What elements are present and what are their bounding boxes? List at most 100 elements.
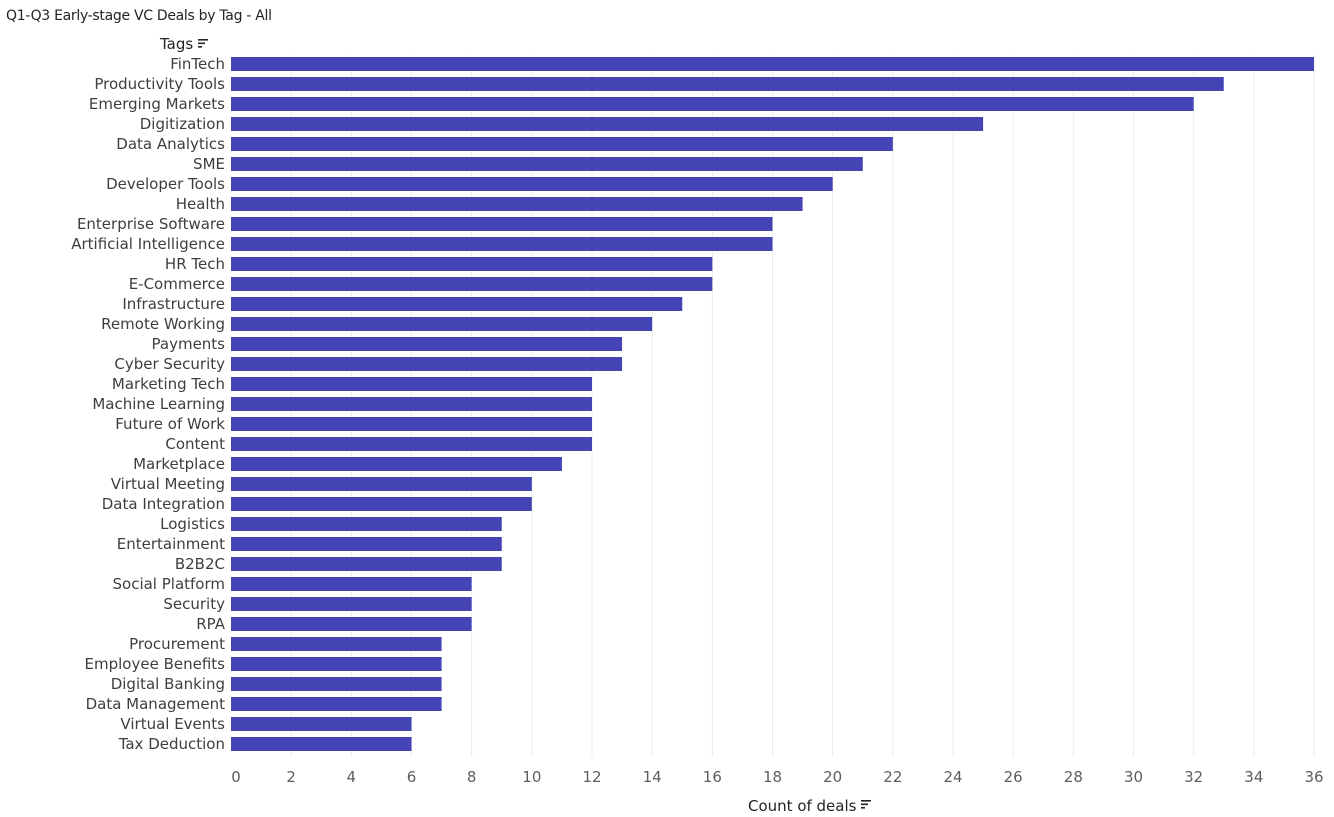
category-label: Emerging Markets bbox=[89, 95, 225, 113]
bar[interactable] bbox=[231, 177, 833, 191]
bar[interactable] bbox=[231, 657, 442, 671]
x-tick-label: 22 bbox=[883, 768, 902, 786]
x-tick-label: 32 bbox=[1184, 768, 1203, 786]
category-label: Logistics bbox=[160, 515, 225, 533]
x-tick-label: 28 bbox=[1064, 768, 1083, 786]
sort-lines-icon[interactable] bbox=[198, 39, 208, 48]
category-label: Digitization bbox=[140, 115, 225, 133]
bar[interactable] bbox=[231, 437, 592, 451]
bar[interactable] bbox=[231, 617, 472, 631]
x-tick-label: 18 bbox=[763, 768, 782, 786]
category-label: Remote Working bbox=[101, 315, 225, 333]
bar[interactable] bbox=[231, 337, 623, 351]
x-tick-label: 36 bbox=[1304, 768, 1323, 786]
x-tick-label: 26 bbox=[1004, 768, 1023, 786]
category-label: Developer Tools bbox=[106, 175, 225, 193]
bar[interactable] bbox=[231, 397, 592, 411]
bar[interactable] bbox=[231, 417, 592, 431]
x-tick-label: 6 bbox=[407, 768, 417, 786]
bar[interactable] bbox=[231, 357, 623, 371]
x-tick-label: 24 bbox=[943, 768, 962, 786]
bar[interactable] bbox=[231, 317, 653, 331]
bar[interactable] bbox=[231, 277, 713, 291]
category-label: Content bbox=[165, 435, 225, 453]
category-label: RPA bbox=[196, 615, 226, 633]
category-labels: FinTech Productivity Tools Emerging Market… bbox=[71, 55, 225, 753]
x-tick-label: 30 bbox=[1124, 768, 1143, 786]
category-label: Employee Benefits bbox=[85, 655, 226, 673]
x-tick-label: 4 bbox=[347, 768, 357, 786]
category-label: Cyber Security bbox=[114, 355, 225, 373]
bar[interactable] bbox=[231, 257, 713, 271]
sort-lines-icon[interactable] bbox=[861, 800, 871, 809]
bar[interactable] bbox=[231, 57, 1314, 71]
bar[interactable] bbox=[231, 217, 773, 231]
category-label: Artificial Intelligence bbox=[71, 235, 225, 253]
y-axis-header[interactable]: Tags bbox=[159, 35, 208, 53]
category-label: Infrastructure bbox=[122, 295, 225, 313]
x-axis-title: Count of deals bbox=[748, 797, 857, 815]
y-axis-title: Tags bbox=[159, 35, 193, 53]
category-label: Security bbox=[163, 595, 225, 613]
bar[interactable] bbox=[231, 137, 893, 151]
category-label: Marketplace bbox=[133, 455, 225, 473]
bar[interactable] bbox=[231, 377, 592, 391]
bar[interactable] bbox=[231, 537, 502, 551]
category-label: Productivity Tools bbox=[94, 75, 225, 93]
category-label: E-Commerce bbox=[129, 275, 225, 293]
bar[interactable] bbox=[231, 237, 773, 251]
bar[interactable] bbox=[231, 197, 803, 211]
chart-title: Q1-Q3 Early-stage VC Deals by Tag - All bbox=[6, 8, 272, 24]
bar[interactable] bbox=[231, 737, 412, 751]
bar[interactable] bbox=[231, 557, 502, 571]
category-label: Virtual Meeting bbox=[111, 475, 225, 493]
category-label: Marketing Tech bbox=[112, 375, 225, 393]
category-label: Payments bbox=[152, 335, 226, 353]
bar[interactable] bbox=[231, 697, 442, 711]
x-tick-label: 12 bbox=[582, 768, 601, 786]
category-label: Virtual Events bbox=[120, 715, 225, 733]
bar[interactable] bbox=[231, 637, 442, 651]
bar[interactable] bbox=[231, 457, 562, 471]
bar[interactable] bbox=[231, 117, 984, 131]
category-label: Health bbox=[176, 195, 225, 213]
bar[interactable] bbox=[231, 577, 472, 591]
category-label: Enterprise Software bbox=[77, 215, 225, 233]
bars bbox=[231, 57, 1314, 751]
bar[interactable] bbox=[231, 677, 442, 691]
x-tick-label: 8 bbox=[467, 768, 477, 786]
bar[interactable] bbox=[231, 497, 532, 511]
bar[interactable] bbox=[231, 297, 683, 311]
x-axis-ticks: 0 2 4 6 8 10 12 14 16 18 20 22 24 26 28 30 32 34 36 bbox=[231, 768, 1323, 786]
bar[interactable] bbox=[231, 597, 472, 611]
bar[interactable] bbox=[231, 517, 502, 531]
x-tick-label: 20 bbox=[823, 768, 842, 786]
category-label: FinTech bbox=[170, 55, 225, 73]
x-tick-label: 14 bbox=[643, 768, 662, 786]
x-axis-header[interactable]: Count of deals bbox=[748, 797, 871, 815]
category-label: HR Tech bbox=[165, 255, 225, 273]
x-tick-label: 34 bbox=[1244, 768, 1263, 786]
category-label: Data Integration bbox=[102, 495, 225, 513]
bar[interactable] bbox=[231, 477, 532, 491]
category-label: Digital Banking bbox=[111, 675, 225, 693]
bar[interactable] bbox=[231, 97, 1194, 111]
bar[interactable] bbox=[231, 77, 1224, 91]
category-label: Future of Work bbox=[115, 415, 225, 433]
category-label: Social Platform bbox=[113, 575, 226, 593]
bar[interactable] bbox=[231, 717, 412, 731]
category-label: Entertainment bbox=[117, 535, 225, 553]
category-label: Procurement bbox=[129, 635, 225, 653]
x-tick-label: 2 bbox=[286, 768, 296, 786]
x-tick-label: 0 bbox=[231, 768, 241, 786]
category-label: Data Management bbox=[86, 695, 226, 713]
category-label: SME bbox=[193, 155, 225, 173]
x-tick-label: 16 bbox=[703, 768, 722, 786]
x-tick-label: 10 bbox=[522, 768, 541, 786]
category-label: B2B2C bbox=[175, 555, 225, 573]
category-label: Data Analytics bbox=[116, 135, 225, 153]
bar[interactable] bbox=[231, 157, 863, 171]
category-label: Tax Deduction bbox=[118, 735, 225, 753]
category-label: Machine Learning bbox=[92, 395, 225, 413]
